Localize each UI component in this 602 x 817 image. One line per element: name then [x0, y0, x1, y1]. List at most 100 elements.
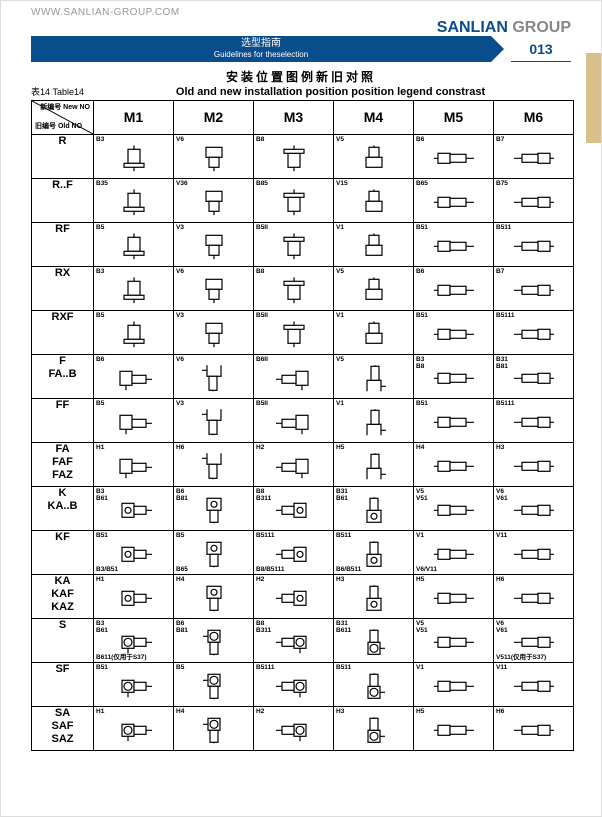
position-cell: B8 B311: [254, 487, 334, 531]
position-code: B5II: [256, 224, 331, 231]
position-cell: H3: [334, 707, 414, 751]
position-cell: H5: [334, 443, 414, 487]
position-cell: B8 B311: [254, 619, 334, 663]
position-code: H1: [96, 708, 171, 715]
position-code: V5: [336, 268, 411, 275]
position-code: B51: [416, 312, 491, 319]
position-code: B6: [416, 136, 491, 143]
position-cell: V3: [174, 399, 254, 443]
position-cell: V1: [334, 311, 414, 355]
position-cell: B5: [94, 399, 174, 443]
gearbox-icon: [114, 629, 154, 655]
position-code: V11: [496, 532, 571, 539]
gearbox-icon: [514, 717, 554, 743]
position-code: H1: [96, 444, 171, 451]
gearbox-icon: [274, 233, 314, 259]
table-row: KKA..BB3 B61B6 B81B8 B311B31 B61V5 V51V6…: [32, 487, 574, 531]
position-code: B7: [496, 136, 571, 143]
position-cell: B5: [94, 223, 174, 267]
position-cell: V3: [174, 311, 254, 355]
position-code: V6: [176, 268, 251, 275]
table-title-cn: 安装位置图例新旧对照: [31, 68, 571, 85]
gearbox-icon: [194, 277, 234, 303]
gearbox-icon: [514, 629, 554, 655]
position-code: V1: [336, 312, 411, 319]
position-cell: V1: [334, 223, 414, 267]
position-code: B5: [96, 224, 171, 231]
position-cell: B31 B61: [334, 487, 414, 531]
content-area: 安装位置图例新旧对照 表14 Table14 Old and new insta…: [31, 68, 571, 751]
position-cell: B31 B81: [494, 355, 574, 399]
position-code-alt: B6/B511: [336, 566, 361, 573]
page-number: 013: [511, 36, 571, 62]
gearbox-icon: [194, 189, 234, 215]
row-header: RXF: [32, 311, 94, 355]
col-header: M5: [414, 101, 494, 135]
table-number-label: 表14 Table14: [31, 85, 84, 98]
position-cell: B5: [174, 663, 254, 707]
position-cell: B51: [94, 663, 174, 707]
gearbox-icon: [274, 277, 314, 303]
position-cell: H1: [94, 707, 174, 751]
gearbox-icon: [434, 321, 474, 347]
position-cell: B5111: [494, 399, 574, 443]
section-title-cn: 选型指南: [31, 38, 491, 49]
gearbox-icon: [514, 497, 554, 523]
table-row: SB3 B61B611(仅用于S37)B6 B81B8 B311B31 B611…: [32, 619, 574, 663]
position-cell: B51B3/B51: [94, 531, 174, 575]
gearbox-icon: [274, 497, 314, 523]
position-cell: B5111B8/B5111: [254, 531, 334, 575]
position-code: B85: [256, 180, 331, 187]
corner-old-label: 旧编号 Old NO: [35, 123, 82, 131]
gearbox-icon: [194, 717, 234, 743]
gearbox-icon: [114, 541, 154, 567]
table-header-row: 新编号 New NO 旧编号 Old NO M1 M2 M3 M4 M5 M6: [32, 101, 574, 135]
position-cell: B511: [334, 663, 414, 707]
position-code: V5: [336, 136, 411, 143]
position-code: V5: [336, 356, 411, 363]
row-header: SASAFSAZ: [32, 707, 94, 751]
position-cell: B8: [254, 267, 334, 311]
position-cell: B3: [94, 135, 174, 179]
position-code: B511: [496, 224, 571, 231]
gearbox-icon: [194, 145, 234, 171]
position-cell: H3: [334, 575, 414, 619]
position-cell: B5B65: [174, 531, 254, 575]
position-cell: B5II: [254, 399, 334, 443]
position-cell: V11: [494, 663, 574, 707]
gearbox-icon: [354, 717, 394, 743]
gearbox-icon: [114, 585, 154, 611]
gearbox-icon: [354, 365, 394, 391]
position-code: V6: [176, 136, 251, 143]
position-code: B5111: [256, 532, 331, 539]
gearbox-icon: [194, 629, 234, 655]
gearbox-icon: [354, 321, 394, 347]
row-header: FAFAFFAZ: [32, 443, 94, 487]
position-code-alt: B3/B51: [96, 566, 118, 573]
table-row: R..FB35V36B85V15B65B75: [32, 179, 574, 223]
position-code: H6: [496, 576, 571, 583]
position-cell: H2: [254, 707, 334, 751]
position-code: B65: [416, 180, 491, 187]
gearbox-icon: [514, 233, 554, 259]
table-row: RXFB5V3B5IIV1B51B5111: [32, 311, 574, 355]
section-title-en: Guidelines for theselection: [31, 49, 491, 60]
gearbox-icon: [194, 673, 234, 699]
position-cell: H1: [94, 575, 174, 619]
position-cell: V1V6/V11: [414, 531, 494, 575]
position-code: V3: [176, 224, 251, 231]
gearbox-icon: [274, 409, 314, 435]
position-code: B5II: [256, 400, 331, 407]
position-cell: V3: [174, 223, 254, 267]
gearbox-icon: [274, 145, 314, 171]
position-cell: B8: [254, 135, 334, 179]
position-cell: B51: [414, 223, 494, 267]
position-cell: B3 B8: [414, 355, 494, 399]
gearbox-icon: [114, 233, 154, 259]
position-cell: H4: [174, 575, 254, 619]
gearbox-icon: [194, 321, 234, 347]
gearbox-icon: [354, 629, 394, 655]
gearbox-icon: [194, 409, 234, 435]
position-cell: B51: [414, 311, 494, 355]
gearbox-icon: [114, 145, 154, 171]
